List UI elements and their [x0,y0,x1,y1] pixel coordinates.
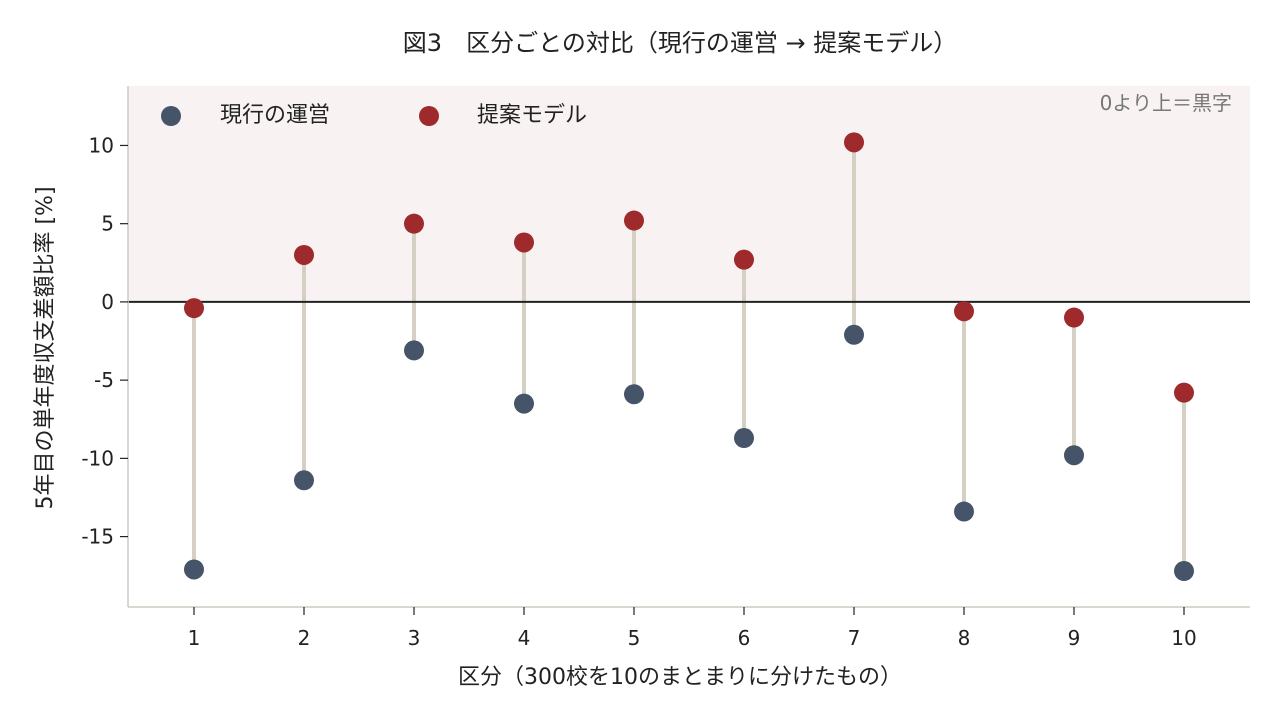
y-axis-ticks: 10 5 0 -5 -10 -15 [81,133,128,549]
point-proposed [404,213,424,234]
x-axis-ticks: 1 2 3 4 5 6 7 8 9 10 [188,607,1197,650]
x-tick-label: 5 [628,626,641,650]
point-current [954,501,974,522]
legend: 現行の運営 提案モデル [161,103,587,128]
legend-label: 提案モデル [477,103,587,128]
legend-marker [419,106,439,126]
positive-annotation: 0より上＝黒字 [1100,91,1232,115]
point-proposed [294,244,314,265]
point-proposed [184,298,204,319]
point-proposed [624,210,644,231]
chart-title: 図3 区分ごとの対比（現行の運営 → 提案モデル） [403,29,957,57]
legend-label: 現行の運営 [220,103,330,128]
point-current [184,559,204,580]
positive-region [128,86,1250,302]
point-proposed [1064,307,1084,328]
data-points [184,132,1194,582]
point-proposed [1174,382,1194,403]
x-tick-label: 4 [518,626,531,650]
y-tick-label: 0 [101,290,114,314]
x-tick-label: 9 [1068,626,1081,650]
x-axis-label: 区分（300校を10のまとまりに分けたもの） [458,665,902,690]
point-current [624,384,644,405]
connectors [192,142,1186,572]
x-tick-label: 10 [1171,626,1196,650]
x-tick-label: 2 [298,626,311,650]
point-current [1064,445,1084,466]
x-tick-label: 7 [848,626,861,650]
point-proposed [844,132,864,153]
x-tick-label: 6 [738,626,751,650]
point-current [404,340,424,361]
x-tick-label: 8 [958,626,971,650]
point-current [294,470,314,491]
point-proposed [734,249,754,270]
point-current [1174,561,1194,582]
y-tick-label: -10 [81,446,114,470]
x-tick-label: 3 [408,626,421,650]
y-tick-label: -5 [94,368,114,392]
x-tick-label: 1 [188,626,201,650]
point-current [514,393,534,414]
y-tick-label: 5 [101,212,114,236]
y-axis-label: 5年目の単年度収支差額比率 [%] [33,186,58,509]
y-tick-label: 10 [89,133,114,157]
point-proposed [954,301,974,322]
point-proposed [514,232,534,253]
point-current [844,324,864,345]
y-tick-label: -15 [81,525,114,549]
point-current [734,428,754,449]
legend-marker [161,106,181,126]
